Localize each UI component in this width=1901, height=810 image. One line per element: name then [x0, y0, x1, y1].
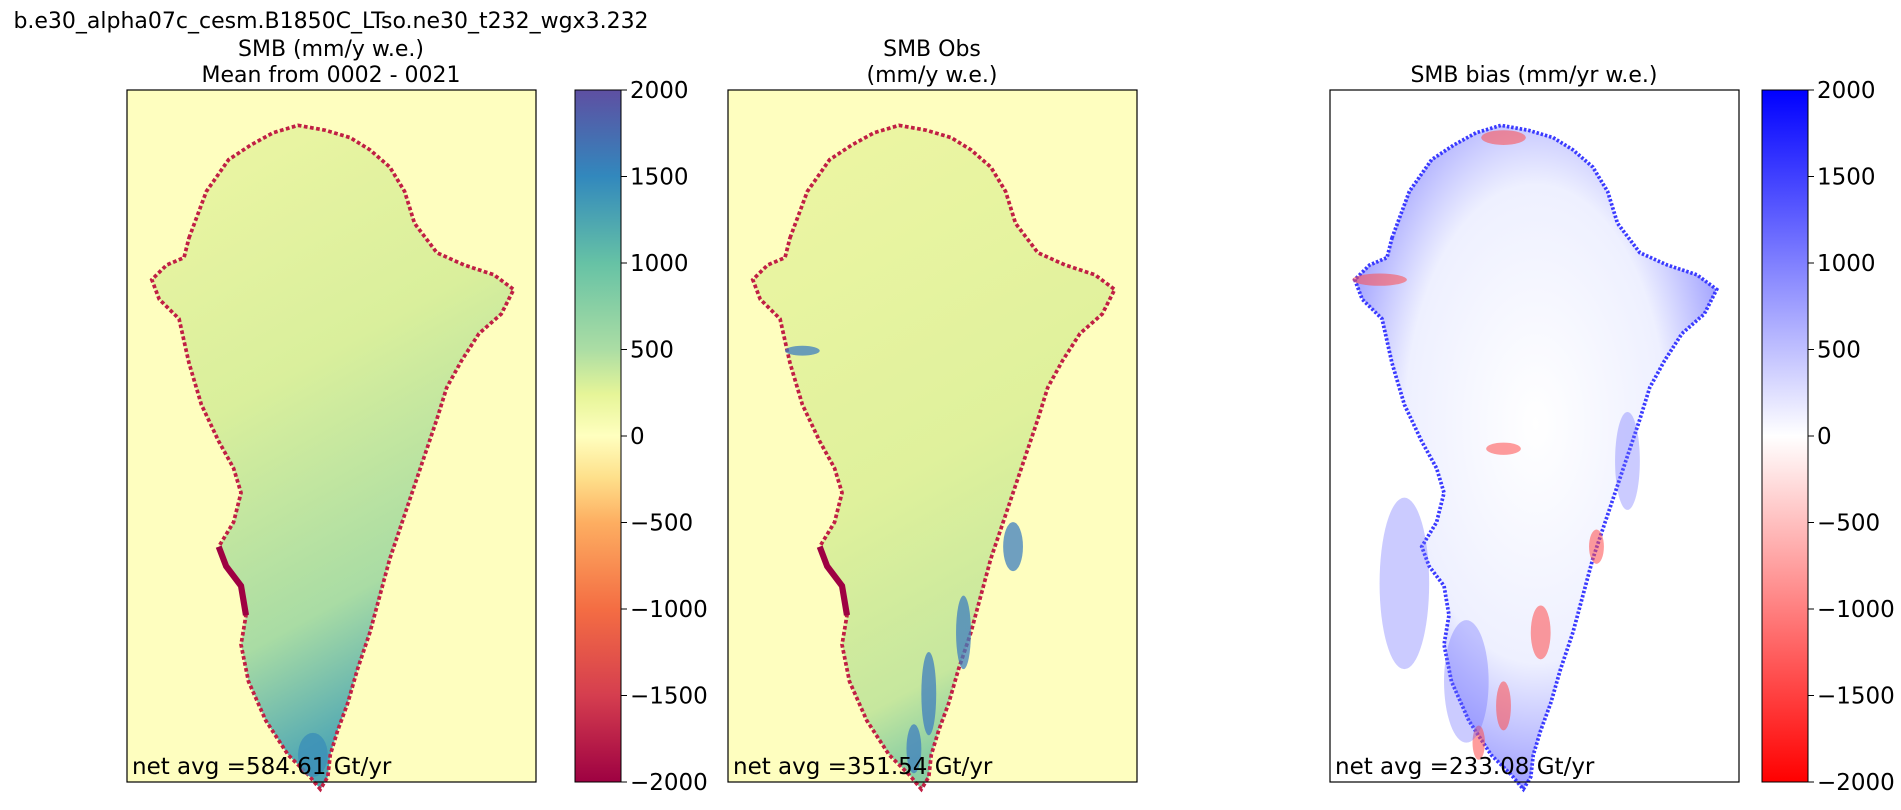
net-average-label: net avg =584.61 Gt/yr	[132, 754, 392, 780]
high-accumulation-region	[906, 724, 922, 774]
colorbar-tick-label: −2000	[630, 770, 708, 796]
negative-bias-region	[1496, 681, 1511, 731]
panel-obs-smb: net avg =351.54 Gt/yr SMB Obs(mm/y w.e.)	[727, 37, 1138, 792]
colorbar-gradient	[1761, 89, 1809, 783]
negative-bias-region	[1481, 130, 1526, 145]
colorbar-spectral: 2000 1500 1000 500 0 −500 −1000 −1500 −2000	[574, 78, 708, 796]
high-accumulation-region	[785, 345, 820, 356]
colorbar-tick-label: 1000	[630, 251, 689, 277]
high-accumulation-region	[298, 732, 328, 777]
figure-title: b.e30_alpha07c_cesm.B1850C_LTso.ne30_t23…	[13, 9, 648, 34]
colorbar-tick-label: −1000	[1817, 597, 1895, 623]
positive-bias-region	[1615, 411, 1640, 510]
colorbar-gradient	[574, 89, 622, 783]
net-average-label: net avg =233.08 Gt/yr	[1335, 754, 1595, 780]
colorbar-tick-label: 1500	[1817, 165, 1876, 191]
high-accumulation-region	[956, 595, 971, 670]
colorbar-tick-label: −1000	[630, 597, 708, 623]
axes-frame	[727, 89, 1138, 783]
ablation-margin	[816, 545, 851, 616]
negative-bias-region	[1589, 529, 1604, 564]
panel-title-line: (mm/y w.e.)	[867, 63, 998, 88]
colorbar-tick-label: −2000	[1817, 770, 1895, 796]
colorbar-tick-label: 2000	[630, 78, 689, 104]
positive-bias-region	[1379, 497, 1430, 670]
colorbar-tick-label: −1500	[630, 684, 708, 710]
high-accumulation-region	[1003, 522, 1023, 572]
colorbar-tick-label: 500	[630, 338, 674, 364]
colorbar-tick-label: 0	[1817, 424, 1832, 450]
colorbar-tick-label: 0	[630, 424, 645, 450]
colorbar-tick-label: −500	[630, 511, 693, 537]
axes-frame	[126, 89, 537, 783]
colorbar-tick-label: −500	[1817, 511, 1880, 537]
panel-title-line: SMB bias (mm/yr w.e.)	[1410, 63, 1657, 88]
colorbar-tick-label: 2000	[1817, 78, 1876, 104]
greenland-ice-sheet	[1352, 123, 1719, 792]
axes-frame	[1329, 89, 1740, 783]
greenland-ice-sheet	[750, 123, 1117, 792]
panel-title-line: SMB Obs	[883, 37, 981, 62]
panel-title-line: SMB (mm/y w.e.)	[238, 37, 424, 62]
net-average-label: net avg =351.54 Gt/yr	[733, 754, 993, 780]
negative-bias-region	[1530, 605, 1551, 660]
colorbar-tick-label: −1500	[1817, 684, 1895, 710]
colorbar-tick-label: 1500	[630, 165, 689, 191]
positive-bias-region	[1444, 620, 1489, 743]
colorbar-bwr: 2000 1500 1000 500 0 −500 −1000 −1500 −2000	[1761, 78, 1895, 796]
negative-bias-region	[1472, 725, 1485, 760]
panel-title-line: Mean from 0002 - 0021	[201, 63, 460, 88]
ablation-margin	[215, 545, 250, 616]
negative-bias-region	[1486, 442, 1521, 455]
negative-bias-region	[1352, 273, 1407, 286]
panel-smb-bias: net avg =233.08 Gt/yr SMB bias (mm/yr w.e…	[1329, 63, 1740, 792]
high-accumulation-region	[921, 652, 937, 736]
greenland-ice-sheet	[149, 123, 516, 792]
colorbar-tick-label: 500	[1817, 338, 1861, 364]
panel-model-smb: net avg =584.61 Gt/yr b.e30_alpha07c_cesm…	[13, 9, 649, 792]
colorbar-tick-label: 1000	[1817, 251, 1876, 277]
